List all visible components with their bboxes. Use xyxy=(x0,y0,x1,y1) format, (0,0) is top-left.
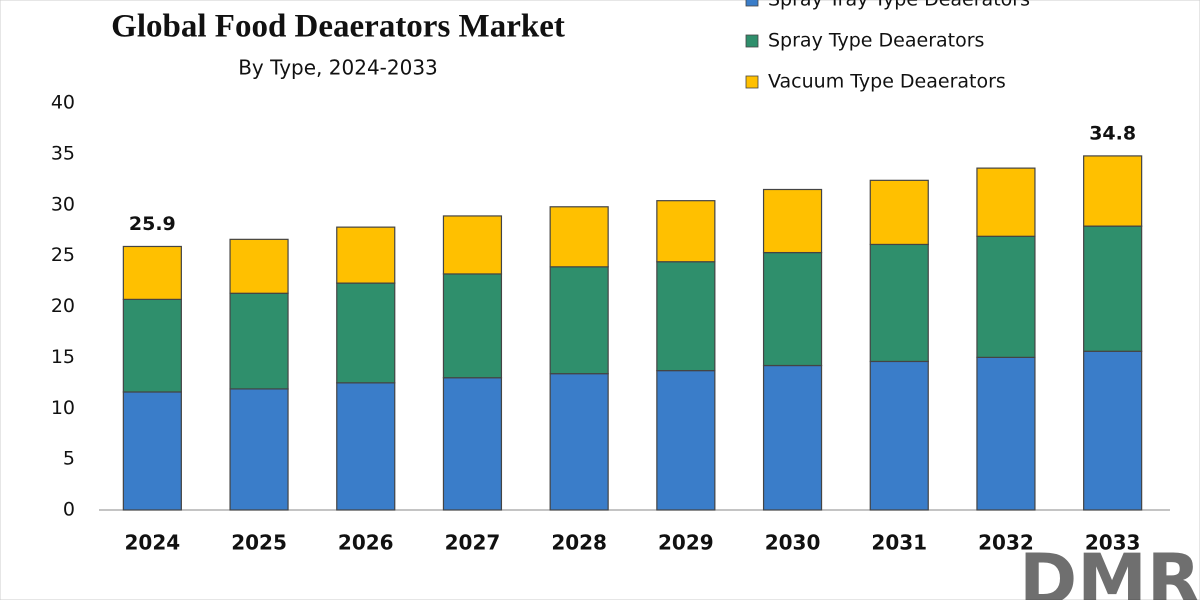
chart-title: Global Food Deaerators Market xyxy=(111,9,565,45)
bar-segment xyxy=(122,245,182,300)
bar-segment xyxy=(549,266,609,375)
bar-segment xyxy=(1083,350,1143,511)
y-tick-label: 15 xyxy=(51,346,75,368)
bar-segment xyxy=(976,235,1036,358)
x-tick-label: 2032 xyxy=(978,531,1034,555)
bar-segment xyxy=(229,388,289,511)
x-tick-label: 2024 xyxy=(125,531,181,555)
legend-marker xyxy=(745,75,759,89)
bar-segment xyxy=(442,273,503,379)
legend-label: Spray Type Deaerators xyxy=(768,30,984,52)
x-tick-label: 2025 xyxy=(231,531,287,555)
bar-segment xyxy=(229,238,289,294)
bar-segment xyxy=(1083,155,1143,227)
bar-segment xyxy=(976,356,1036,511)
x-tick-label: 2027 xyxy=(445,531,501,555)
y-tick-label: 35 xyxy=(51,142,75,164)
bar-segment xyxy=(336,226,396,284)
x-tick-label: 2033 xyxy=(1085,531,1141,555)
x-tick-label: 2031 xyxy=(871,531,927,555)
logo: DMR xyxy=(1019,539,1200,600)
bar-segment xyxy=(549,373,609,511)
legend-marker xyxy=(745,34,759,48)
bar-segment xyxy=(762,364,823,511)
bar-segment xyxy=(656,200,716,263)
legend-label: Vacuum Type Deaerators xyxy=(768,71,1006,93)
y-tick-label: 40 xyxy=(51,92,75,114)
legend-label: Spray Tray Type Deaerators xyxy=(768,0,1030,11)
bar-segment xyxy=(1083,225,1143,352)
bar-segment xyxy=(976,167,1036,237)
y-tick-label: 10 xyxy=(51,397,75,419)
total-label: 34.8 xyxy=(1089,122,1136,144)
y-tick-label: 25 xyxy=(51,244,75,266)
bar-segment xyxy=(336,282,396,384)
bar-segment xyxy=(762,251,823,367)
chart-subtitle: By Type, 2024-2033 xyxy=(238,56,438,80)
bar-segment xyxy=(762,188,823,254)
x-tick-label: 2028 xyxy=(551,531,607,555)
bar-segment xyxy=(122,298,182,393)
bar-segment xyxy=(869,360,929,511)
x-tick-label: 2026 xyxy=(338,531,394,555)
y-tick-label: 30 xyxy=(51,193,75,215)
bar-segment xyxy=(442,377,503,511)
x-tick-label: 2030 xyxy=(765,531,821,555)
bar-segment xyxy=(442,215,503,275)
y-tick-label: 5 xyxy=(63,448,75,470)
bar-segment xyxy=(122,391,182,511)
y-tick-label: 0 xyxy=(63,499,75,521)
bar-segment xyxy=(549,206,609,268)
total-label: 25.9 xyxy=(129,213,176,235)
bar-segment xyxy=(229,292,289,390)
bar-segment xyxy=(869,243,929,363)
legend-marker xyxy=(745,0,759,7)
bar-segment xyxy=(336,382,396,511)
x-tick-label: 2029 xyxy=(658,531,714,555)
bar-segment xyxy=(656,261,716,372)
bar-segment xyxy=(656,370,716,511)
y-tick-label: 20 xyxy=(51,295,75,317)
bar-segment xyxy=(869,179,929,246)
